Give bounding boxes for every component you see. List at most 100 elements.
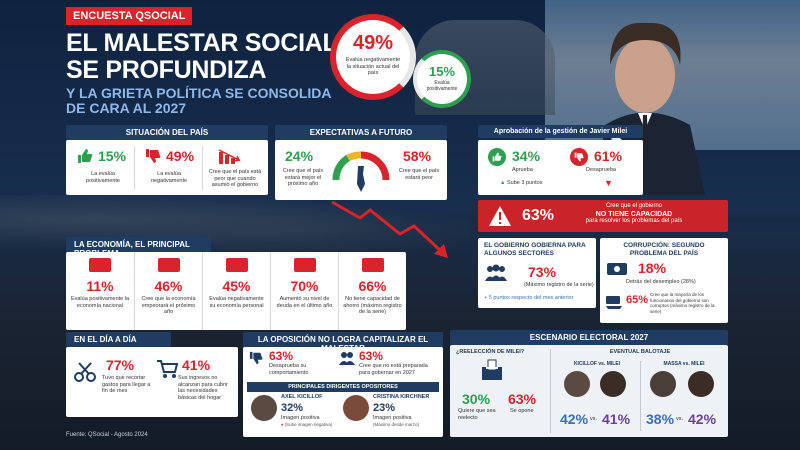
hero-positive-circle: 15% Evalúa positivamente (413, 50, 471, 108)
economia-panel: 11% Evalúa positivamente la economía naci… (66, 252, 406, 330)
dia-b-pct: 41% (182, 357, 211, 373)
hero-neg-pct: 49% (352, 32, 394, 54)
corrupcion-note2: Cree que la mayoría de los funcionarios … (650, 292, 715, 314)
wallet-icon (225, 258, 248, 272)
people-icon (485, 264, 507, 281)
oposicion-sub: PRINCIPALES DIRIGENTES OPOSITORES (247, 382, 439, 392)
situacion-peor-text: Cree que el país está peor que cuando as… (208, 169, 262, 188)
aprobacion-desaprueba-label: Desaprueba (586, 167, 616, 173)
money-icon (607, 263, 627, 275)
situacion-header: SITUACIÓN DEL PAÍS (66, 125, 268, 140)
economia-item: 11% Evalúa positivamente la economía naci… (66, 252, 134, 330)
m2a-pct: 38% (646, 411, 675, 427)
divider (640, 361, 641, 431)
situacion-pos-text: La evalúa positivamente (86, 171, 120, 184)
hero-neg-text: Evalúa negativamente la situación actual… (345, 57, 401, 76)
economia-text: Aumentó su nivel de deuda en el último a… (276, 296, 333, 309)
aprobacion-aprueba-label: Aprueba (512, 167, 533, 173)
hero-pos-pct: 15% (428, 64, 456, 79)
hero-negative-circle: 49% Evalúa negativamente la situación ac… (330, 14, 416, 100)
economia-pct: 70% (290, 278, 319, 294)
chart-down-icon (89, 258, 111, 272)
situacion-neg-text: La evalúa negativamente (150, 171, 188, 184)
scissors-icon (74, 362, 96, 382)
m1a-pct: 42% (560, 411, 589, 427)
gobierna-pct: 73% (528, 264, 557, 280)
thumbs-up-icon (76, 148, 94, 164)
capacidad-banner: 63% Cree que el gobierno NO TIENE CAPACI… (478, 200, 728, 232)
debt-icon (293, 258, 316, 272)
escenario-no-pct: 63% (508, 391, 537, 407)
capacidad-text2: NO TIENE CAPACIDAD (595, 210, 673, 218)
thumbs-up-icon (488, 148, 506, 166)
economia-pct: 46% (154, 278, 183, 294)
economia-pct: 45% (222, 278, 251, 294)
economia-item: 70% Aumentó su nivel de deuda en el últim… (270, 252, 338, 330)
expectativas-header: EXPECTATIVAS A FUTURO (275, 125, 447, 140)
people-icon (339, 352, 355, 365)
aprobacion-desaprueba-pct: 61% (594, 148, 623, 164)
chart-down-icon (216, 148, 244, 164)
corrupcion-panel: CORRUPCIÓN: SEGUNDO PROBLEMA DEL PAÍS 18… (600, 238, 728, 323)
gobierna-note: (Máximo registro de la serie) (524, 282, 594, 288)
oposicion-panel: 63% Desaprueba su comportamiento 63% Cre… (243, 347, 443, 437)
economia-text: Evalúa negativamente su economía persona… (209, 296, 264, 309)
economia-text: Evalúa positivamente la economía naciona… (70, 296, 130, 309)
situacion-panel: 15% La evalúa positivamente 49% La evalú… (66, 140, 268, 195)
dia-panel: 77% Tuvo que recortar gastos para llegar… (66, 347, 238, 417)
oposicion-b-pct: 63% (359, 349, 384, 363)
corrupcion-note: Detrás del desempleo (28%) (626, 279, 696, 285)
milei-avatar (600, 371, 626, 397)
subtitle-line1: Y LA GRIETA POLÍTICA SE CONSOLIDA (66, 85, 332, 101)
economia-pct: 11% (86, 278, 114, 294)
escenario-si-pct: 30% (462, 391, 491, 407)
ballot-box-icon (482, 359, 502, 380)
capacidad-pct: 63% (522, 207, 555, 224)
expectativas-mejor-text: Cree que el país estará mejor el próximo… (282, 168, 324, 187)
p2-text: Imagen positiva (373, 415, 412, 421)
capacidad-text: Cree que el gobierno NO TIENE CAPACIDAD … (574, 203, 694, 226)
page-title-line2: SE PROFUNDIZA (66, 56, 267, 84)
divider (134, 146, 135, 190)
aprobacion-sube-text: Sube 3 puntos (506, 180, 543, 186)
milei-avatar (688, 371, 714, 397)
gobierna-title: EL GOBIERNO GOBIERNA PARA ALGUNOS SECTOR… (484, 242, 586, 257)
corrupcion-pct: 18% (638, 260, 667, 276)
p2-note: (Máximo desde marzo) (373, 422, 420, 427)
gobierna-panel: EL GOBIERNO GOBIERNA PARA ALGUNOS SECTOR… (478, 238, 596, 308)
divider (202, 146, 203, 190)
oposicion-a-pct: 63% (269, 349, 294, 363)
source-note: Fuente: QSocial - Agosto 2024 (66, 432, 148, 438)
warning-icon (489, 206, 511, 226)
economia-text: Cree que la economía empeorará el próxim… (141, 296, 196, 315)
economia-pct: 66% (358, 278, 387, 294)
expectativas-mejor-pct: 24% (285, 148, 314, 164)
economia-item: 46% Cree que la economía empeorará el pró… (134, 252, 202, 330)
massa-avatar (650, 371, 676, 397)
oposicion-a-text: Desaprueba su comportamiento (269, 363, 309, 376)
oposicion-b-text: Cree que no está preparada para gobernar… (359, 363, 428, 376)
p1-note-row: ♦ (Sube imagen negativa) (281, 422, 332, 427)
economia-item: 45% Evalúa negativamente su economía pers… (202, 252, 270, 330)
p1-pct: 32% (281, 402, 304, 414)
escenario-header: ESCENARIO ELECTORAL 2027 (450, 330, 728, 345)
aprobacion-header: Aprobación de la gestión de Javier Milei (478, 125, 643, 138)
escenario-no-text: Se opone (510, 408, 534, 414)
aprobacion-panel: 34% Aprueba ▲ Sube 3 puntos 61% Desaprue… (478, 140, 643, 195)
p1-text: Imagen positiva (281, 415, 320, 421)
kirchner-avatar (343, 395, 369, 421)
escenario-panel: ¿REELECCIÓN DE MILEI? 30% Quiere que sea… (450, 345, 728, 437)
capacidad-text3: para resolver los problemas del país (585, 218, 683, 224)
p1-name: AXEL KICILLOF (281, 394, 323, 400)
p2-name: CRISTINA KIRCHNER (373, 394, 430, 400)
arrow-down-icon: ▼ (604, 178, 613, 188)
kicillof-avatar (251, 395, 277, 421)
gauge-icon (332, 151, 390, 192)
corrupcion-title: CORRUPCIÓN: SEGUNDO PROBLEMA DEL PAÍS (623, 242, 705, 257)
thumbs-down-icon (249, 351, 263, 365)
shopping-cart-icon (157, 360, 178, 378)
kicillof-avatar (564, 371, 590, 397)
thumbs-down-icon (570, 148, 588, 166)
situacion-pos-pct: 15% (98, 148, 127, 164)
dia-header: EN EL DÍA A DÍA (66, 332, 171, 347)
